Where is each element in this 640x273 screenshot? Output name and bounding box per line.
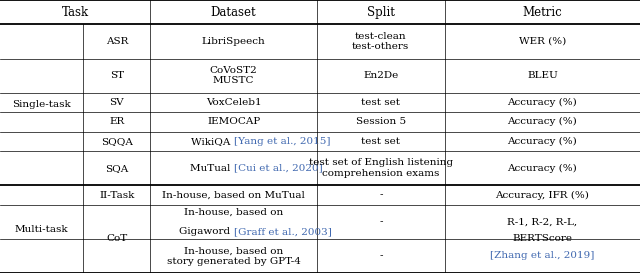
Text: WER (%): WER (%)	[519, 37, 566, 46]
Text: In-house, based on
story generated by GPT-4: In-house, based on story generated by GP…	[166, 246, 301, 266]
Text: II-Task: II-Task	[99, 191, 134, 200]
Text: Accuracy, IFR (%): Accuracy, IFR (%)	[495, 191, 589, 200]
Text: test set: test set	[362, 98, 400, 107]
Text: SQQA: SQQA	[101, 137, 132, 146]
Text: MuTual: MuTual	[190, 164, 234, 173]
Text: BERTScore: BERTScore	[513, 235, 572, 243]
Text: CoVoST2
MUSTC: CoVoST2 MUSTC	[210, 66, 257, 85]
Text: BLEU: BLEU	[527, 71, 558, 80]
Text: Task: Task	[61, 6, 89, 19]
Text: ASR: ASR	[106, 37, 128, 46]
Text: [Cui et al., 2020]: [Cui et al., 2020]	[234, 164, 323, 173]
Text: -: -	[379, 217, 383, 226]
Text: Dataset: Dataset	[211, 6, 257, 19]
Text: Accuracy (%): Accuracy (%)	[508, 98, 577, 107]
Text: ER: ER	[109, 117, 124, 126]
Text: Accuracy (%): Accuracy (%)	[508, 117, 577, 126]
Text: VoxCeleb1: VoxCeleb1	[206, 98, 261, 107]
Text: test set: test set	[362, 137, 400, 146]
Text: -: -	[379, 251, 383, 260]
Text: LibriSpeech: LibriSpeech	[202, 37, 266, 46]
Text: R-1, R-2, R-L,: R-1, R-2, R-L,	[508, 217, 577, 226]
Text: CoT: CoT	[106, 235, 127, 243]
Text: [Yang et al., 2015]: [Yang et al., 2015]	[234, 137, 330, 146]
Text: [Graff et al., 2003]: [Graff et al., 2003]	[234, 227, 332, 236]
Text: test-clean
test-others: test-clean test-others	[352, 32, 410, 51]
Text: In-house, based on MuTual: In-house, based on MuTual	[162, 191, 305, 200]
Text: SQA: SQA	[105, 164, 129, 173]
Text: Accuracy (%): Accuracy (%)	[508, 137, 577, 146]
Text: Split: Split	[367, 6, 395, 19]
Text: In-house, based on: In-house, based on	[184, 208, 284, 217]
Text: test set of English listening
comprehension exams: test set of English listening comprehens…	[308, 159, 453, 178]
Text: -: -	[379, 191, 383, 200]
Text: Single-task: Single-task	[12, 100, 71, 109]
Text: WikiQA: WikiQA	[191, 137, 234, 146]
Text: Gigaword: Gigaword	[179, 227, 234, 236]
Text: Session 5: Session 5	[356, 117, 406, 126]
Text: Multi-task: Multi-task	[15, 225, 68, 234]
Text: Accuracy (%): Accuracy (%)	[508, 164, 577, 173]
Text: Metric: Metric	[522, 6, 563, 19]
Text: SV: SV	[109, 98, 124, 107]
Text: [Zhang et al., 2019]: [Zhang et al., 2019]	[490, 251, 595, 260]
Text: En2De: En2De	[363, 71, 399, 80]
Text: ST: ST	[109, 71, 124, 80]
Text: IEMOCAP: IEMOCAP	[207, 117, 260, 126]
